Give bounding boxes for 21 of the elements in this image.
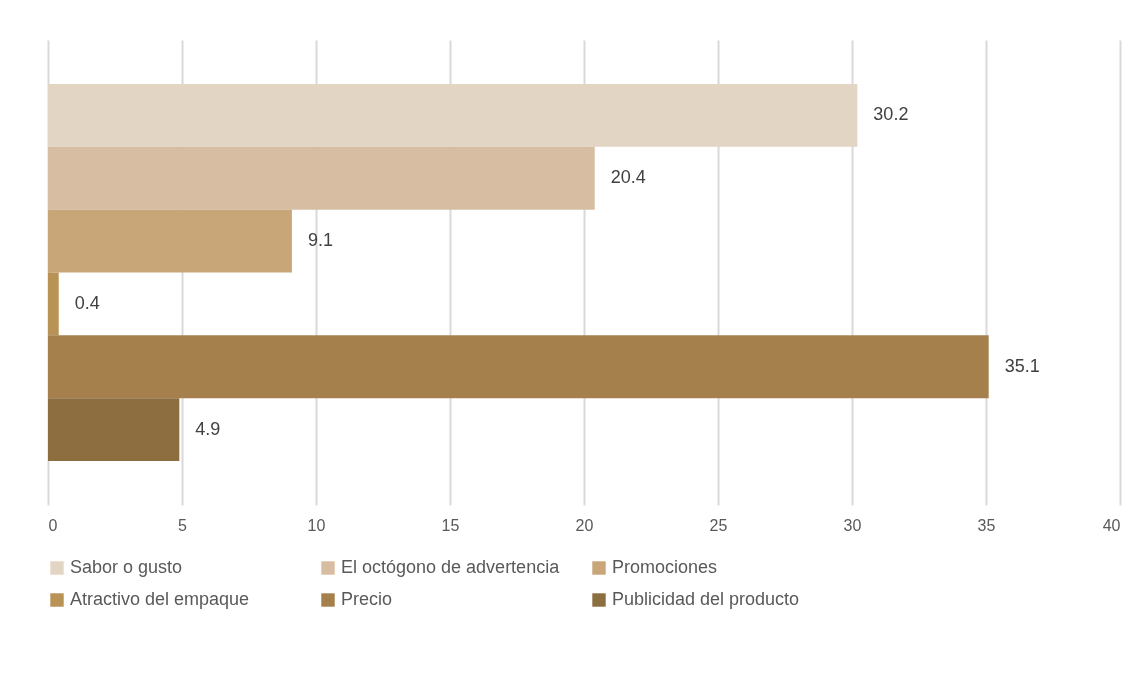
legend-label: Sabor o gusto (70, 557, 183, 577)
x-tick-label: 20 (575, 516, 594, 534)
x-tick-label: 0 (48, 516, 58, 534)
x-tick-label: 10 (307, 516, 326, 534)
x-tick-label: 5 (178, 516, 188, 534)
data-label: 4.9 (195, 418, 221, 439)
legend-label: El octógono de advertencia (341, 557, 561, 577)
legend-label: Atractivo del empaque (70, 589, 250, 609)
x-tick-label: 35 (977, 516, 996, 534)
legend-label: Precio (341, 589, 393, 609)
x-tick-label: 30 (843, 516, 862, 534)
x-tick-label: 40 (1102, 516, 1121, 534)
data-label: 9.1 (307, 230, 333, 251)
data-label: 0.4 (74, 292, 100, 313)
data-label: 20.4 (610, 167, 646, 188)
x-tick-label: 25 (709, 516, 728, 534)
data-label: 35.1 (1004, 355, 1040, 376)
data-label: 30.2 (873, 104, 909, 125)
legend-label: Publicidad del producto (612, 589, 800, 609)
legend-label: Promociones (612, 557, 718, 577)
x-tick-label: 15 (441, 516, 460, 534)
